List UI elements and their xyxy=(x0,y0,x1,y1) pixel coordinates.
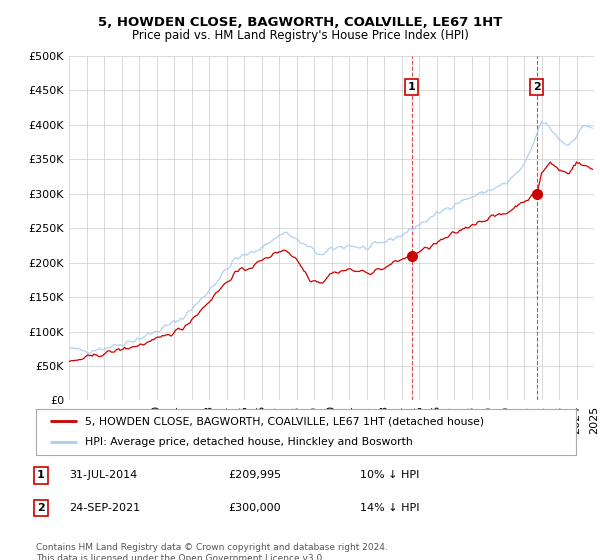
Text: 5, HOWDEN CLOSE, BAGWORTH, COALVILLE, LE67 1HT: 5, HOWDEN CLOSE, BAGWORTH, COALVILLE, LE… xyxy=(98,16,502,29)
Text: 14% ↓ HPI: 14% ↓ HPI xyxy=(360,503,419,513)
Text: 24-SEP-2021: 24-SEP-2021 xyxy=(69,503,140,513)
Text: 2: 2 xyxy=(533,82,541,92)
Text: 1: 1 xyxy=(37,470,44,480)
Text: £300,000: £300,000 xyxy=(228,503,281,513)
Text: 31-JUL-2014: 31-JUL-2014 xyxy=(69,470,137,480)
Text: Contains HM Land Registry data © Crown copyright and database right 2024.
This d: Contains HM Land Registry data © Crown c… xyxy=(36,543,388,560)
Text: 10% ↓ HPI: 10% ↓ HPI xyxy=(360,470,419,480)
Text: 5, HOWDEN CLOSE, BAGWORTH, COALVILLE, LE67 1HT (detached house): 5, HOWDEN CLOSE, BAGWORTH, COALVILLE, LE… xyxy=(85,416,484,426)
Text: 1: 1 xyxy=(408,82,416,92)
Text: £209,995: £209,995 xyxy=(228,470,281,480)
Text: Price paid vs. HM Land Registry's House Price Index (HPI): Price paid vs. HM Land Registry's House … xyxy=(131,29,469,42)
Text: HPI: Average price, detached house, Hinckley and Bosworth: HPI: Average price, detached house, Hinc… xyxy=(85,437,412,447)
Text: 2: 2 xyxy=(37,503,44,513)
